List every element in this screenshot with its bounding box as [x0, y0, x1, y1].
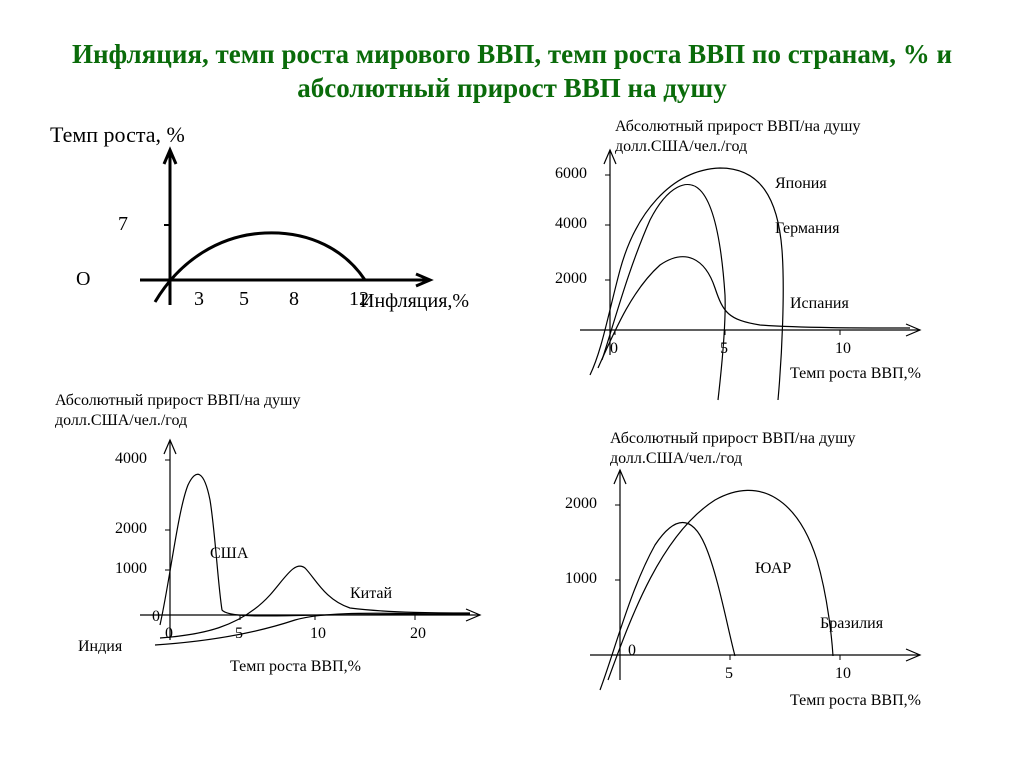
label: долл.США/чел./год — [615, 138, 747, 156]
label: Абсолютный прирост ВВП/на душу — [55, 392, 300, 410]
label: 20 — [410, 625, 426, 643]
label: 10 — [835, 665, 851, 683]
label: 10 — [835, 340, 851, 358]
label: 2000 — [565, 495, 597, 513]
label: 12 — [349, 288, 369, 311]
label: Индия — [78, 638, 122, 656]
label: долл.США/чел./год — [610, 450, 742, 468]
label: 5 — [725, 665, 733, 683]
label: 8 — [289, 288, 299, 311]
label: 0 — [628, 642, 636, 660]
label: Абсолютный прирост ВВП/на душу — [610, 430, 855, 448]
label: 2000 — [115, 520, 147, 538]
label: 2000 — [555, 270, 587, 288]
page-title: Инфляция, темп роста мирового ВВП, темп … — [0, 38, 1024, 106]
label: Темп роста, % — [50, 122, 185, 148]
label: Китай — [350, 585, 392, 603]
label: 0 — [165, 625, 173, 643]
label: 1000 — [115, 560, 147, 578]
label: 7 — [118, 213, 128, 236]
chart-inflation-growth: Темп роста, %Инфляция,%7О35812 — [60, 130, 490, 330]
label: Германия — [775, 220, 840, 238]
label: 4000 — [555, 215, 587, 233]
label: О — [76, 268, 90, 291]
label: 10 — [310, 625, 326, 643]
label: 1000 — [565, 570, 597, 588]
chart-gdp-percap-jpn-ger-esp: Абсолютный прирост ВВП/на душу долл.США/ч… — [520, 120, 1000, 400]
label: долл.США/чел./год — [55, 412, 187, 430]
chart-gdp-percap-usa-chn-ind: Абсолютный прирост ВВП/на душудолл.США/ч… — [60, 400, 530, 680]
label: ЮАР — [755, 560, 791, 578]
label: 0 — [152, 608, 160, 626]
label: 3 — [194, 288, 204, 311]
label: США — [210, 545, 248, 563]
label: Темп роста ВВП,% — [790, 365, 921, 383]
label: Абсолютный прирост ВВП/на душу — [615, 118, 860, 136]
label: 6000 — [555, 165, 587, 183]
label: Япония — [775, 175, 827, 193]
label: Испания — [790, 295, 849, 313]
label: 0 — [610, 340, 618, 358]
label: 4000 — [115, 450, 147, 468]
label: 5 — [235, 625, 243, 643]
label: Бразилия — [820, 615, 883, 633]
label: 5 — [720, 340, 728, 358]
chart-gdp-percap-zaf-bra: Абсолютный прирост ВВП/на душудолл.США/ч… — [520, 440, 1000, 740]
label: Темп роста ВВП,% — [790, 692, 921, 710]
label: 5 — [239, 288, 249, 311]
label: Темп роста ВВП,% — [230, 658, 361, 676]
label: Инфляция,% — [360, 290, 469, 313]
